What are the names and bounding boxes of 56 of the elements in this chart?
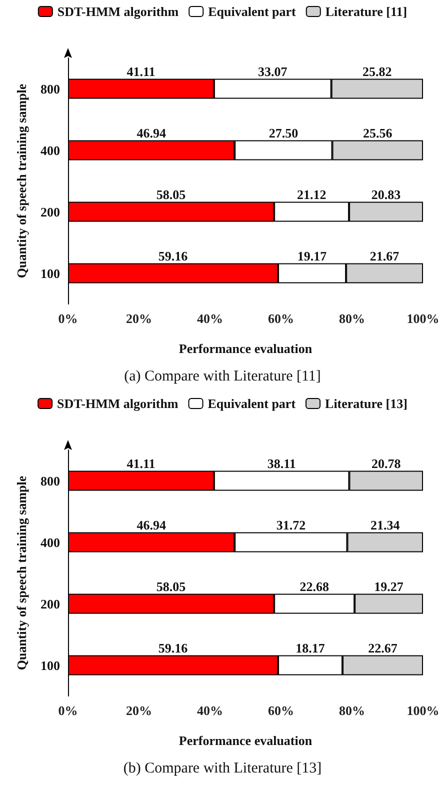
data-label: 27.50	[268, 125, 298, 140]
x-tick-label: 40%	[197, 703, 223, 718]
data-label: 19.17	[297, 248, 328, 264]
data-label: 38.11	[267, 456, 296, 471]
data-label: 18.17	[296, 640, 326, 656]
y-tick-label: 200	[40, 204, 60, 220]
legend-label: Literature [13]	[325, 396, 408, 411]
x-tick-label: 60%	[268, 703, 294, 718]
data-label: 46.94	[136, 517, 166, 532]
y-tick-label: 800	[40, 81, 60, 96]
x-tick-label: 20%	[126, 311, 152, 326]
data-label: 21.34	[370, 517, 400, 532]
y-tick-label: 100	[40, 658, 60, 673]
x-tick-label: 80%	[339, 703, 365, 718]
legend-label: Literature [11]	[325, 4, 408, 19]
x-axis-title: Performance evaluation	[178, 733, 313, 748]
data-label: 21.67	[370, 248, 400, 264]
y-tick-label: 200	[40, 596, 60, 612]
x-tick-label: 0%	[58, 703, 78, 718]
data-label: 20.78	[371, 456, 402, 471]
data-label: 33.07	[258, 64, 288, 79]
data-label: 58.05	[156, 578, 186, 594]
text: (b) Compare with Literature [13]	[123, 760, 322, 776]
y-tick-label: 400	[40, 534, 60, 550]
x-tick-label: 100%	[406, 703, 440, 718]
data-label: 58.05	[156, 186, 186, 202]
y-tick-label: 100	[40, 266, 60, 281]
data-label: 25.56	[363, 125, 393, 140]
data-label: 41.11	[126, 456, 156, 471]
x-axis-title: Performance evaluation	[178, 341, 313, 356]
y-tick-label: 800	[40, 473, 60, 488]
x-tick-label: 60%	[268, 311, 294, 326]
y-axis-title: Quantity of speech training sample	[14, 84, 29, 278]
legend-label: Equivalent part	[208, 396, 296, 411]
data-label: 20.83	[371, 186, 402, 202]
y-tick-label: 400	[40, 142, 60, 158]
legend-label: Equivalent part	[208, 4, 297, 19]
data-label: 22.67	[368, 640, 398, 656]
data-label: 25.82	[362, 64, 392, 79]
text: (a) Compare with Literature [11]	[124, 368, 321, 384]
data-label: 46.94	[136, 125, 166, 140]
y-axis-title: Quantity of speech training sample	[14, 476, 29, 670]
legend-label: SDT-HMM algorithm	[57, 396, 178, 411]
x-tick-label: 20%	[126, 703, 152, 718]
x-tick-label: 100%	[406, 311, 440, 326]
legend-label: SDT-HMM algorithm	[57, 4, 179, 19]
x-tick-label: 40%	[197, 311, 223, 326]
x-tick-label: 0%	[58, 311, 78, 326]
data-label: 22.68	[300, 578, 330, 594]
data-label: 19.27	[374, 578, 404, 594]
x-tick-label: 80%	[339, 311, 365, 326]
data-label: 59.16	[158, 248, 188, 264]
data-label: 41.11	[126, 64, 156, 79]
data-label: 21.12	[296, 186, 326, 202]
data-label: 31.72	[276, 517, 306, 532]
data-label: 59.16	[158, 640, 188, 656]
